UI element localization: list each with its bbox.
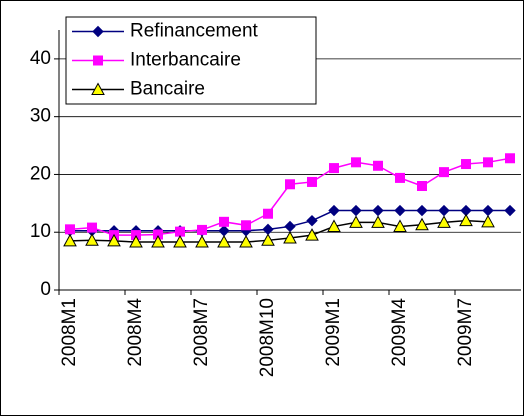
- y-tick-label: 20: [30, 163, 51, 184]
- marker: [217, 235, 231, 248]
- marker: [439, 167, 449, 178]
- legend-marker: [91, 82, 105, 95]
- marker: [85, 233, 99, 246]
- marker: [305, 228, 319, 241]
- marker: [65, 224, 75, 235]
- marker: [306, 214, 318, 227]
- marker: [197, 224, 207, 235]
- marker: [415, 217, 429, 231]
- marker: [327, 219, 341, 232]
- marker: [394, 204, 406, 217]
- marker: [129, 235, 143, 248]
- marker: [307, 176, 317, 187]
- x-tick-label: 2008M10: [257, 298, 278, 377]
- marker: [241, 220, 251, 231]
- legend-label: Interbancaire: [130, 50, 241, 71]
- marker: [151, 235, 165, 248]
- marker: [261, 233, 275, 246]
- marker: [63, 233, 77, 247]
- x-tick-label: 2009M1: [323, 298, 344, 367]
- marker: [504, 204, 516, 217]
- marker: [437, 215, 451, 228]
- x-tick-label: 2009M7: [455, 298, 476, 367]
- x-tick-label: 2008M4: [125, 298, 146, 367]
- x-tick-label: 2008M1: [59, 298, 80, 367]
- marker: [175, 226, 185, 237]
- marker: [195, 235, 209, 248]
- marker: [483, 157, 493, 168]
- marker: [505, 153, 515, 164]
- marker: [87, 222, 97, 233]
- legend-label: Refinancement: [130, 21, 259, 42]
- marker: [393, 219, 407, 232]
- legend-marker: [93, 55, 103, 66]
- marker: [239, 235, 253, 248]
- marker: [107, 233, 121, 247]
- marker: [328, 204, 340, 217]
- marker: [459, 213, 473, 227]
- x-tick-label: 2009M4: [389, 298, 410, 367]
- marker: [173, 235, 187, 248]
- y-tick-label: 0: [40, 279, 51, 300]
- marker: [329, 163, 339, 174]
- x-tick-label: 2008M7: [191, 298, 212, 367]
- marker: [349, 215, 363, 228]
- legend-label: Bancaire: [130, 79, 205, 100]
- marker: [351, 157, 361, 168]
- marker: [417, 181, 427, 191]
- marker: [416, 204, 428, 217]
- marker: [371, 215, 385, 228]
- marker: [395, 172, 405, 183]
- marker: [283, 230, 297, 244]
- marker: [373, 160, 383, 171]
- marker: [263, 208, 273, 219]
- marker: [219, 216, 229, 227]
- y-tick-label: 30: [30, 106, 51, 127]
- y-tick-label: 10: [30, 221, 51, 242]
- marker: [461, 159, 471, 170]
- legend-marker: [92, 25, 104, 38]
- marker: [285, 179, 295, 190]
- y-tick-label: 40: [30, 48, 51, 69]
- marker: [481, 214, 495, 228]
